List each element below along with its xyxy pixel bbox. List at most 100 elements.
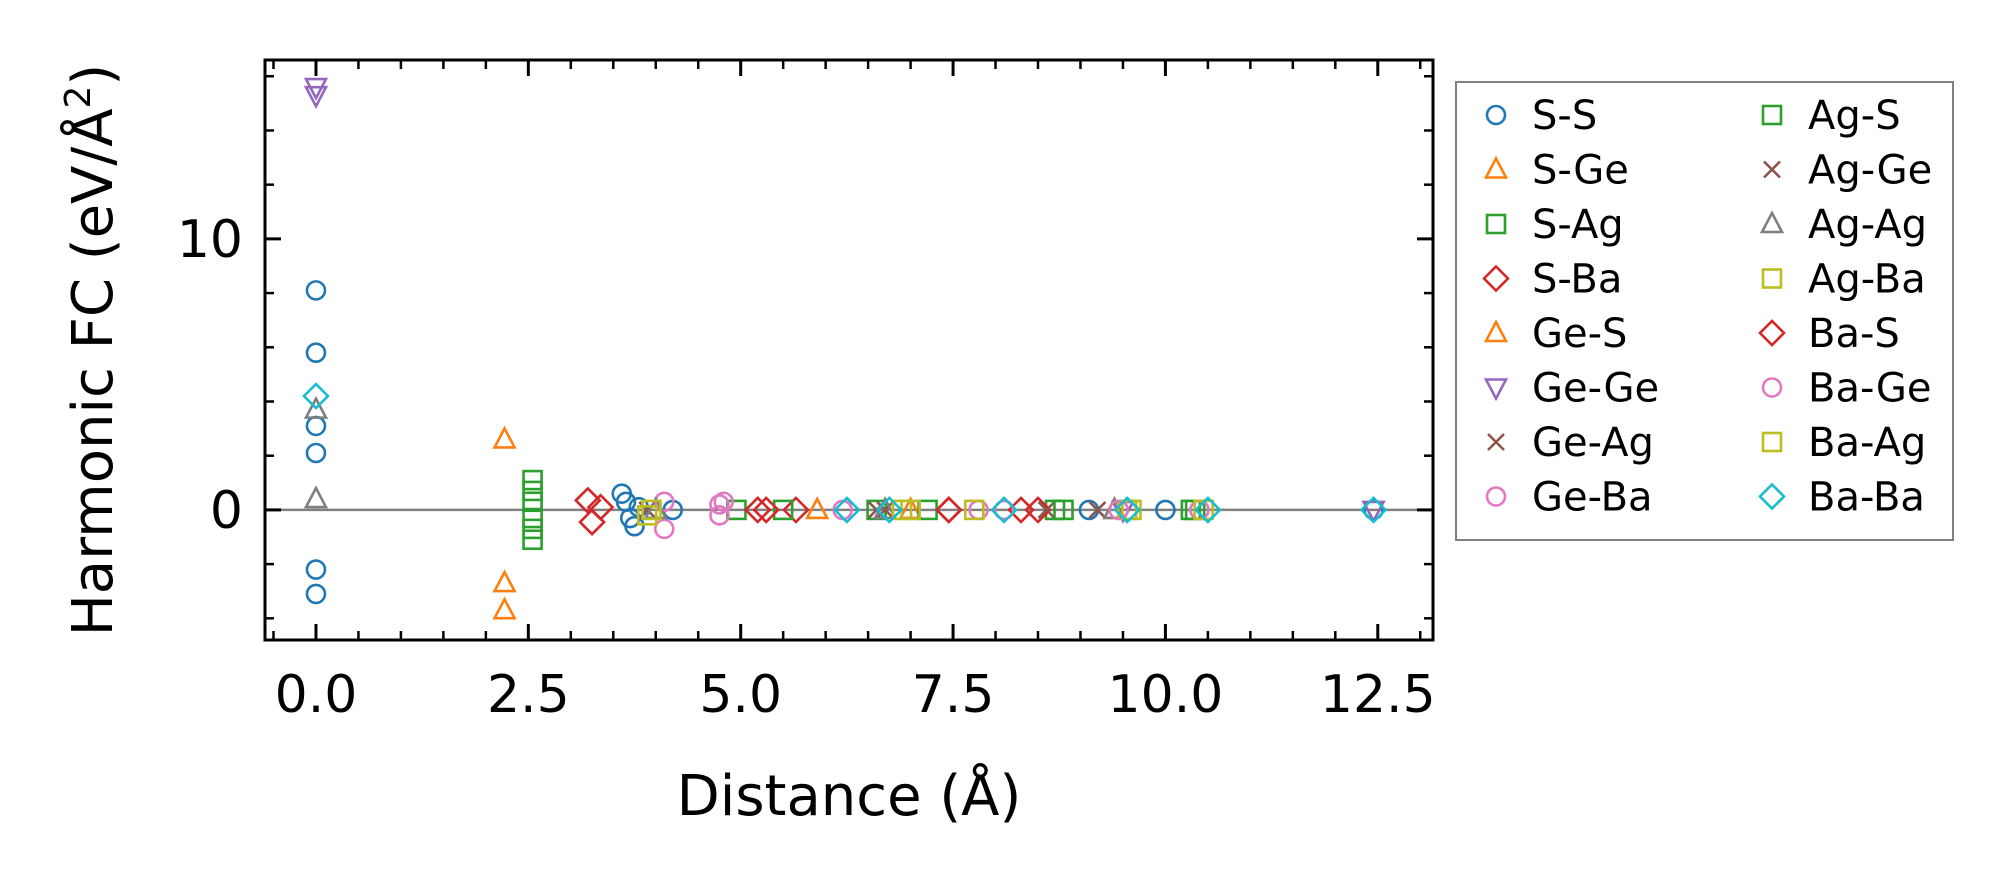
- marker-s-ge: [492, 596, 517, 620]
- marker-s-ge: [492, 425, 517, 449]
- marker-ag-ge: [1088, 500, 1107, 519]
- marker-s-ba: [586, 493, 615, 522]
- marker-ag-ag: [303, 485, 329, 509]
- legend-label-s-ag: S-Ag: [1532, 202, 1624, 248]
- legend-label-s-ge: S-Ge: [1532, 148, 1629, 194]
- marker-s-ba: [573, 486, 602, 515]
- legend-marker-ge-ba: [1485, 486, 1507, 507]
- axes: [263, 58, 1435, 642]
- marker-ba-ag: [636, 505, 658, 526]
- ticks: 0.0 2.5 5.0 7.5 10.0 12.5 0 10: [177, 60, 1436, 725]
- legend-label-ba-s: Ba-S: [1808, 311, 1900, 357]
- marker-ba-s: [752, 496, 781, 524]
- marker-ag-ba: [641, 499, 662, 521]
- marker-s-s: [305, 415, 327, 437]
- marker-ge-s: [804, 496, 830, 520]
- legend-marker-ba-ag: [1761, 431, 1783, 453]
- marker-ge-ba: [653, 518, 675, 540]
- legend-label-ag-s: Ag-S: [1808, 93, 1901, 139]
- marker-ge-ba: [709, 494, 730, 515]
- legend-marker-ba-ge: [1761, 377, 1783, 398]
- x-tick-label: 2.5: [487, 665, 570, 725]
- legend-marker-s-ba: [1482, 264, 1510, 293]
- marker-ba-ba: [875, 496, 904, 524]
- x-tick-label: 12.5: [1320, 665, 1436, 725]
- legend-marker-ge-ag: [1487, 433, 1505, 451]
- legend-marker-s-ge: [1483, 155, 1509, 179]
- marker-ag-s: [1180, 499, 1202, 521]
- marker-s-ag: [522, 518, 543, 540]
- marker-ba-ba: [302, 382, 330, 410]
- legend-label-ge-ba: Ge-Ba: [1532, 475, 1653, 521]
- marker-s-ba: [782, 496, 810, 524]
- x-axis-title: Distance (Å): [677, 763, 1022, 829]
- marker-s-ag: [522, 507, 543, 529]
- marker-s-s: [624, 515, 645, 537]
- marker-s-s: [1155, 499, 1176, 521]
- legend-label-ag-ba: Ag-Ba: [1808, 257, 1926, 303]
- legend-marker-ba-ba: [1758, 482, 1786, 511]
- legend-marker-ag-s: [1761, 104, 1783, 126]
- marker-s-s: [305, 280, 327, 301]
- legend-label-ba-ag: Ba-Ag: [1808, 420, 1926, 466]
- marker-ag-ag: [303, 395, 329, 419]
- legend-marker-s-s: [1485, 104, 1507, 126]
- data-markers: [302, 77, 1388, 620]
- legend-marker-s-ag: [1485, 213, 1507, 235]
- legend-label-ag-ge: Ag-Ge: [1808, 148, 1932, 194]
- x-tick-label: 0.0: [275, 665, 358, 725]
- marker-ge-ge: [303, 85, 329, 110]
- marker-ba-ge: [713, 491, 735, 513]
- marker-s-s: [305, 442, 327, 464]
- y-axis-title-prefix: Harmonic FC (eV/Å: [60, 108, 126, 636]
- y-axis-title: Harmonic FC (eV/Å2): [58, 64, 126, 637]
- marker-ba-ge: [993, 499, 1015, 521]
- legend-label-ba-ba: Ba-Ba: [1808, 475, 1925, 521]
- legend-label-ag-ag: Ag-Ag: [1808, 202, 1927, 248]
- marker-s-s: [305, 559, 327, 580]
- marker-s-ag: [522, 529, 543, 551]
- marker-ba-s: [934, 496, 963, 524]
- marker-s-ba: [743, 496, 772, 524]
- marker-ge-ge: [1361, 500, 1386, 524]
- y-axis-title-suffix: ): [61, 64, 126, 86]
- y-tick-label: 10: [177, 210, 243, 270]
- marker-ge-ag: [1037, 500, 1056, 519]
- marker-ag-s: [772, 499, 794, 521]
- marker-ba-ba: [833, 496, 861, 524]
- legend-label-s-ba: S-Ba: [1532, 257, 1622, 303]
- legend-label-ge-ag: Ge-Ag: [1532, 420, 1654, 466]
- x-tick-label: 7.5: [912, 665, 995, 725]
- legend-label-ge-ge: Ge-Ge: [1532, 366, 1659, 412]
- marker-ba-ba: [990, 496, 1018, 524]
- marker-ge-ba: [709, 505, 730, 526]
- legend-label-ge-s: Ge-S: [1532, 311, 1627, 357]
- marker-s-ag: [522, 469, 543, 491]
- y-axis-title-superscript: 2: [58, 86, 99, 109]
- legend-marker-ge-s: [1483, 319, 1509, 343]
- marker-ba-ba: [1359, 496, 1388, 524]
- marker-ag-ge: [876, 500, 895, 519]
- marker-ag-ba: [963, 499, 985, 521]
- legend-label-s-s: S-S: [1532, 93, 1597, 139]
- legend: S-S S-Ge S-Ag S-Ba Ge-S Ge-Ge Ge-Ag Ge-Ba Ag-S Ag…: [1455, 81, 1954, 541]
- marker-s-s: [305, 583, 327, 605]
- legend-marker-ag-ge: [1763, 160, 1781, 179]
- marker-ba-ba: [1113, 496, 1142, 524]
- marker-ge-ge: [303, 77, 329, 101]
- marker-s-ag: [522, 491, 543, 513]
- marker-s-ag: [522, 480, 543, 502]
- marker-ag-s: [1053, 499, 1074, 521]
- marker-ba-ba: [1194, 496, 1222, 524]
- legend-marker-ba-s: [1758, 319, 1786, 347]
- legend-marker-ag-ba: [1761, 268, 1783, 289]
- legend-frame: [1455, 81, 1954, 541]
- x-tick-label: 10.0: [1108, 665, 1224, 725]
- marker-s-s: [305, 342, 327, 364]
- legend-marker-ag-ag: [1759, 210, 1785, 234]
- plot-frame: [263, 58, 1435, 642]
- legend-label-ba-ge: Ba-Ge: [1808, 366, 1931, 412]
- marker-s-ge: [492, 569, 517, 593]
- x-tick-label: 5.0: [699, 665, 782, 725]
